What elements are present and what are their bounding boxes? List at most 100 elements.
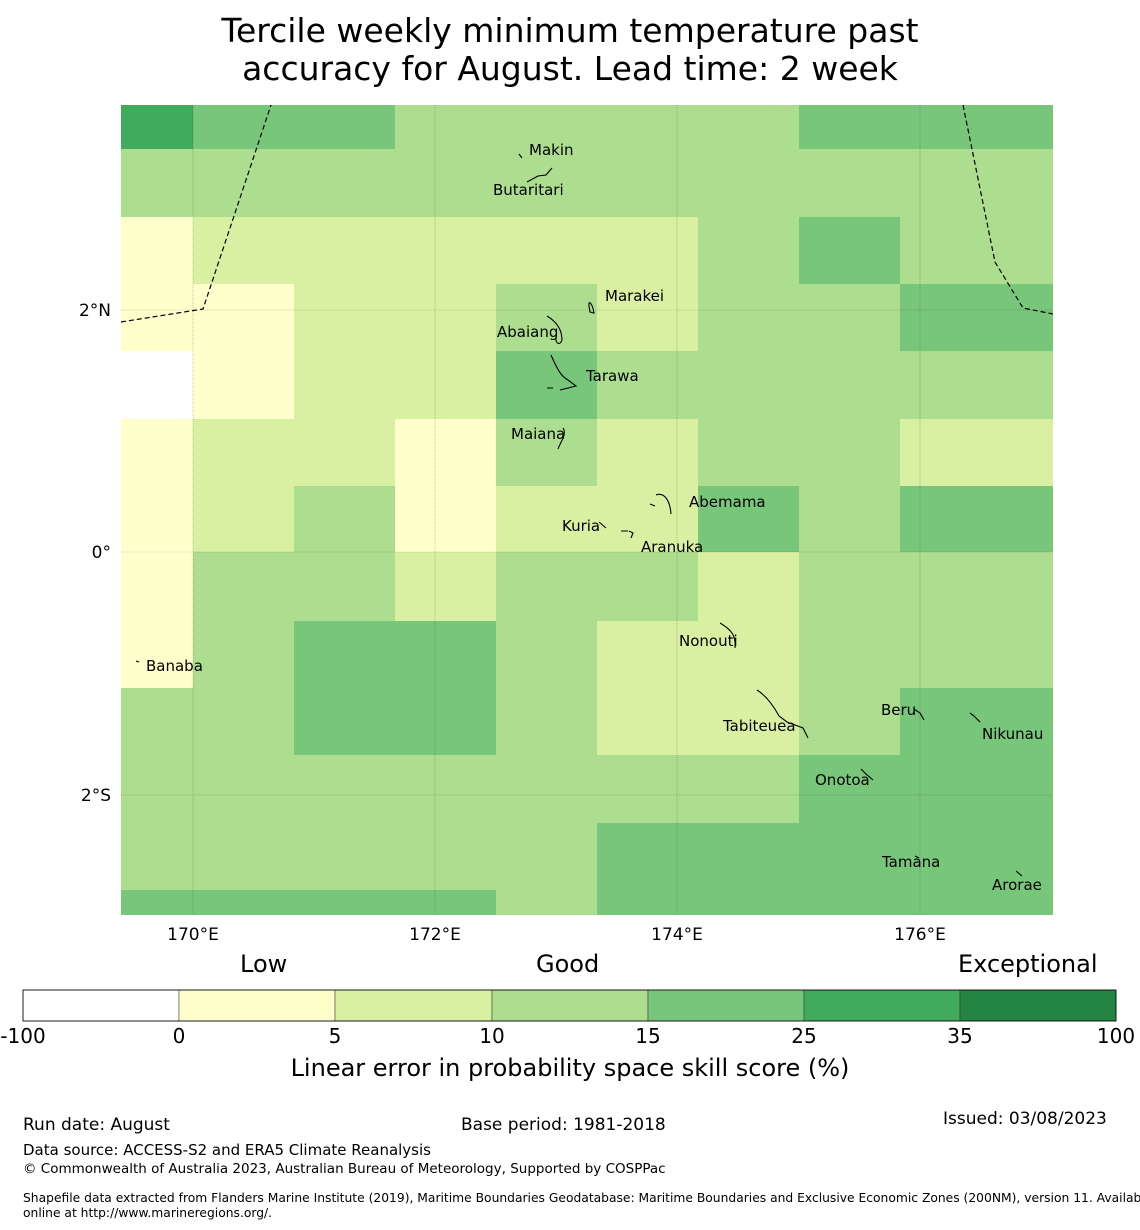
island-butaritari [526, 167, 553, 183]
grid-cell [193, 105, 294, 149]
grid-cell [395, 217, 496, 284]
colorbar-tick: 15 [635, 1024, 661, 1048]
grid-cell [193, 351, 294, 419]
colorbar [22, 989, 1117, 1022]
grid-cell [900, 486, 1001, 552]
grid-cell [395, 755, 496, 823]
copyright-notice: © Commonwealth of Australia 2023, Austra… [23, 1161, 666, 1177]
grid-cell [698, 621, 799, 688]
grid-cell [193, 552, 294, 621]
grid-cell [698, 688, 799, 755]
grid-cell [193, 823, 294, 890]
grid-cell [799, 284, 900, 351]
grid-cell [1001, 419, 1053, 486]
colorbar-segment [647, 989, 805, 1022]
grid-cell [121, 755, 193, 823]
grid-cell [1001, 890, 1053, 915]
grid-cell [1001, 149, 1053, 217]
grid-cell [496, 284, 597, 351]
island-kuria [598, 521, 628, 532]
lat-tick-2s: 2°S [81, 786, 111, 806]
legend-low-label: Low [240, 950, 288, 978]
grid-cell [799, 351, 900, 419]
colorbar-tick: 100 [1096, 1024, 1136, 1048]
label-beru: Beru [881, 701, 916, 719]
lon-tick-176e: 176°E [894, 925, 946, 945]
grid-cell [121, 621, 193, 688]
grid-cell [799, 823, 900, 890]
colorbar-segment [334, 989, 493, 1022]
grid-cell [121, 217, 193, 284]
grid-cell [395, 688, 496, 755]
grid-cell [294, 823, 395, 890]
chart-title-line1: Tercile weekly minimum temperature past [221, 11, 919, 50]
grid-cell [496, 621, 597, 688]
grid-cell [193, 486, 294, 552]
grid-cell [294, 755, 395, 823]
lon-tick-170e: 170°E [167, 925, 219, 945]
grid-cell [698, 823, 799, 890]
issued-date: Issued: 03/08/2023 [943, 1109, 1107, 1129]
lon-tick-174e: 174°E [651, 925, 703, 945]
grid-cell [121, 890, 193, 915]
grid-cell [395, 823, 496, 890]
grid-cell [496, 486, 597, 552]
grid-cell [395, 351, 496, 419]
grid-cell [597, 284, 698, 351]
shapefile-credit-line2: online at http://www.marineregions.org/. [23, 1206, 273, 1220]
grid-cell [900, 621, 1001, 688]
grid-cell [597, 755, 698, 823]
grid-cell [1001, 755, 1053, 823]
label-marakei: Marakei [605, 287, 664, 305]
colorbar-tick: 10 [479, 1024, 505, 1048]
grid-cell [698, 552, 799, 621]
grid-cell [698, 755, 799, 823]
grid-cell [496, 105, 597, 149]
grid-cell [121, 486, 193, 552]
grid-cell [698, 149, 799, 217]
grid-cell [1001, 217, 1053, 284]
grid-cell [193, 688, 294, 755]
island-tabiteuea [756, 689, 809, 739]
colorbar-tick: 25 [791, 1024, 817, 1048]
island-nikunau [969, 712, 981, 723]
lon-tick-172e: 172°E [409, 925, 461, 945]
grid-cell [395, 149, 496, 217]
grid-cell [900, 890, 1001, 915]
grid-cell [799, 688, 900, 755]
legend-good-label: Good [536, 950, 600, 978]
grid-cell [597, 419, 698, 486]
grid-cell [900, 419, 1001, 486]
legend-exceptional-label: Exceptional [958, 950, 1098, 978]
island-tamana [914, 855, 920, 859]
grid-cell [496, 890, 597, 915]
colorbar-tick: -100 [0, 1024, 46, 1048]
data-source: Data source: ACCESS-S2 and ERA5 Climate … [23, 1141, 431, 1159]
grid-cell [900, 351, 1001, 419]
grid-cell [1001, 284, 1053, 351]
grid-cell [799, 890, 900, 915]
colorbar-tick: 0 [172, 1024, 186, 1048]
grid-cell [395, 621, 496, 688]
label-kuria: Kuria [562, 517, 600, 535]
grid-cell [900, 688, 1001, 755]
grid-cell [496, 755, 597, 823]
grid-cell [193, 217, 294, 284]
grid-cell [395, 284, 496, 351]
island-banaba [135, 660, 140, 663]
grid-cell [496, 552, 597, 621]
grid-cell [121, 149, 193, 217]
grid-cell [597, 486, 698, 552]
grid-cell [395, 486, 496, 552]
grid-cell [294, 419, 395, 486]
grid-cell [1001, 486, 1053, 552]
grid-cell [395, 552, 496, 621]
grid-cell [698, 351, 799, 419]
run-date: Run date: August [23, 1115, 170, 1135]
grid-cell [597, 688, 698, 755]
grid-cell [395, 890, 496, 915]
grid-cell [496, 419, 597, 486]
label-abaiang: Abaiang [497, 323, 558, 341]
grid-cell [597, 552, 698, 621]
grid-cell [698, 217, 799, 284]
